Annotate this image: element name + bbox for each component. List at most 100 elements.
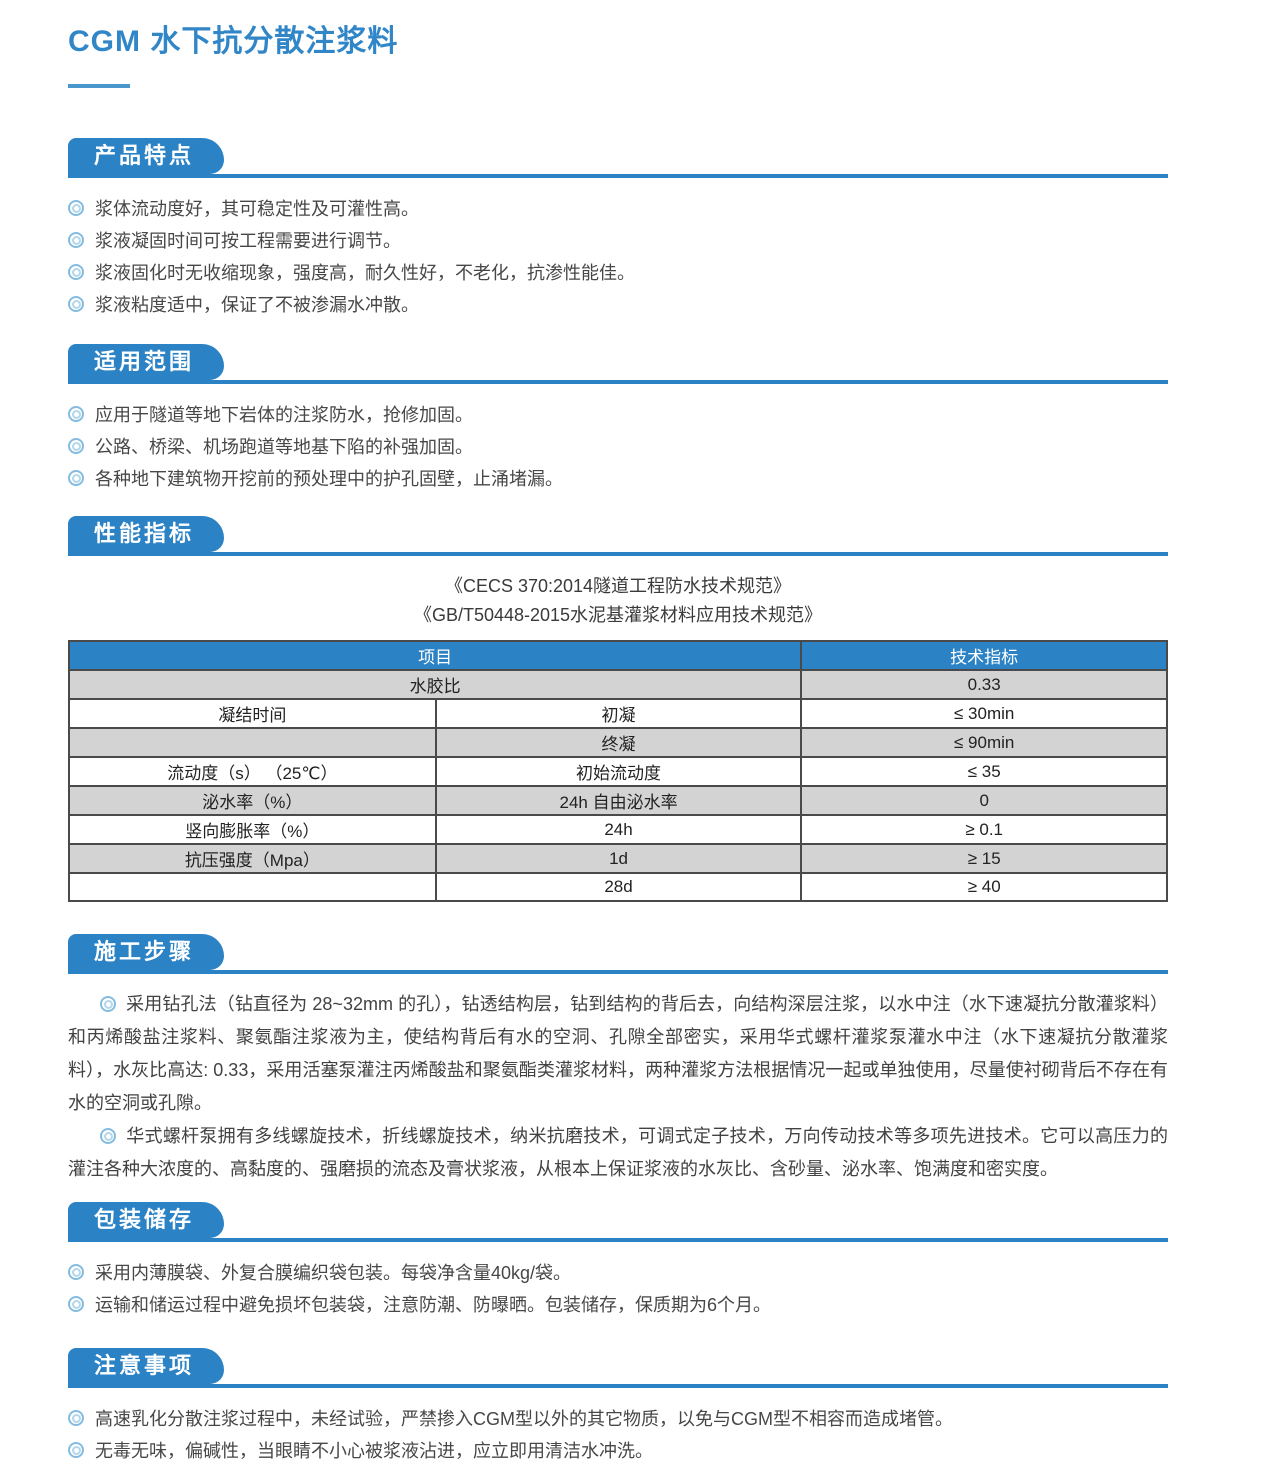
table-header-value: 技术指标	[800, 640, 1168, 671]
features-list: 浆体流动度好，其可稳定性及可灌性高。 浆液凝固时间可按工程需要进行调节。 浆液固…	[68, 178, 1168, 320]
datasheet-page: CGM 水下抗分散注浆料 产品特点 浆体流动度好，其可稳定性及可灌性高。 浆液凝…	[67, 0, 1168, 1466]
table-cell: 泌水率（%）	[68, 785, 437, 816]
list-item: 浆液凝固时间可按工程需要进行调节。	[68, 224, 1168, 256]
table-row: 水胶比 0.33	[67, 669, 1168, 700]
section-badge-features: 产品特点	[68, 138, 225, 174]
table-cell: 终凝	[434, 727, 803, 758]
table-row: 终凝 ≤ 90min	[68, 727, 1168, 758]
bullseye-icon	[68, 264, 84, 280]
section-precautions: 注意事项 高速乳化分散注浆过程中，未经试验，严禁掺入CGM型以外的其它物质，以免…	[68, 1348, 1168, 1466]
table-cell	[68, 727, 437, 758]
list-item-text: 各种地下建筑物开挖前的预处理中的护孔固壁，止涌堵漏。	[95, 469, 563, 489]
list-item: 公路、桥梁、机场跑道等地基下陷的补强加固。	[68, 430, 1168, 462]
section-packaging: 包装储存 采用内薄膜袋、外复合膜编织袋包装。每袋净含量40kg/袋。 运输和储运…	[68, 1202, 1168, 1320]
section-badge-packaging: 包装储存	[68, 1202, 225, 1238]
table-cell: ≥ 0.1	[800, 814, 1168, 845]
table-header-row: 项目 技术指标	[67, 640, 1168, 671]
table-cell: 24h	[434, 814, 803, 845]
precautions-list: 高速乳化分散注浆过程中，未经试验，严禁掺入CGM型以外的其它物质，以免与CGM型…	[68, 1388, 1168, 1466]
table-cell	[68, 872, 437, 902]
paragraph-text: 华式螺杆泵拥有多线螺旋技术，折线螺旋技术，纳米抗磨技术，可调式定子技术，万向传动…	[68, 1126, 1168, 1179]
table-row: 泌水率（%） 24h 自由泌水率 0	[68, 785, 1168, 816]
table-cell: ≤ 35	[800, 756, 1168, 787]
section-badge-scope: 适用范围	[68, 344, 225, 380]
bullseye-icon	[68, 232, 84, 248]
bullseye-icon	[68, 470, 84, 486]
construction-paragraphs: 采用钻孔法（钻直径为 28~32mm 的孔），钻透结构层，钻到结构的背后去，向结…	[68, 988, 1168, 1186]
list-item: 浆液粘度适中，保证了不被渗漏水冲散。	[68, 288, 1168, 320]
section-scope: 适用范围 应用于隧道等地下岩体的注浆防水，抢修加固。 公路、桥梁、机场跑道等地基…	[68, 344, 1168, 494]
list-item-text: 浆体流动度好，其可稳定性及可灌性高。	[95, 199, 419, 219]
section-head-packaging: 包装储存	[68, 1202, 1168, 1242]
table-header-item: 项目	[67, 640, 803, 671]
bullseye-icon	[68, 406, 84, 422]
section-badge-construction: 施工步骤	[68, 934, 225, 970]
section-head-features: 产品特点	[68, 138, 1168, 178]
list-item: 浆液固化时无收缩现象，强度高，耐久性好，不老化，抗渗性能佳。	[68, 256, 1168, 288]
bullseye-icon	[68, 1410, 84, 1426]
table-cell: ≤ 90min	[800, 727, 1168, 758]
standards-references: 《CECS 370:2014隧道工程防水技术规范》 《GB/T50448-201…	[68, 572, 1168, 630]
table-cell: 24h 自由泌水率	[434, 785, 803, 816]
table-row: 抗压强度（Mpa） 1d ≥ 15	[68, 843, 1168, 874]
standard-line: 《CECS 370:2014隧道工程防水技术规范》	[444, 576, 792, 596]
table-cell: ≤ 30min	[800, 698, 1168, 729]
bullseye-icon	[68, 200, 84, 216]
packaging-list: 采用内薄膜袋、外复合膜编织袋包装。每袋净含量40kg/袋。 运输和储运过程中避免…	[68, 1242, 1168, 1320]
table-cell: 抗压强度（Mpa）	[68, 843, 437, 874]
table-cell: 1d	[434, 843, 803, 874]
table-cell: 凝结时间	[68, 698, 437, 729]
standard-line: 《GB/T50448-2015水泥基灌浆材料应用技术规范》	[413, 605, 823, 625]
section-performance: 性能指标 《CECS 370:2014隧道工程防水技术规范》 《GB/T5044…	[67, 516, 1168, 902]
table-cell: 28d	[434, 872, 803, 902]
bullseye-icon	[68, 1264, 84, 1280]
section-construction: 施工步骤 采用钻孔法（钻直径为 28~32mm 的孔），钻透结构层，钻到结构的背…	[68, 934, 1168, 1186]
table-cell: ≥ 40	[800, 872, 1168, 902]
section-head-scope: 适用范围	[68, 344, 1168, 384]
table-cell: 水胶比	[67, 669, 803, 700]
list-item-text: 采用内薄膜袋、外复合膜编织袋包装。每袋净含量40kg/袋。	[95, 1263, 572, 1283]
paragraph: 华式螺杆泵拥有多线螺旋技术，折线螺旋技术，纳米抗磨技术，可调式定子技术，万向传动…	[68, 1120, 1168, 1186]
section-features: 产品特点 浆体流动度好，其可稳定性及可灌性高。 浆液凝固时间可按工程需要进行调节…	[68, 138, 1168, 320]
section-head-construction: 施工步骤	[68, 934, 1168, 974]
list-item: 各种地下建筑物开挖前的预处理中的护孔固壁，止涌堵漏。	[68, 462, 1168, 494]
page-title: CGM 水下抗分散注浆料	[68, 25, 399, 58]
list-item-text: 高速乳化分散注浆过程中，未经试验，严禁掺入CGM型以外的其它物质，以免与CGM型…	[95, 1409, 953, 1429]
bullseye-icon	[100, 996, 116, 1012]
performance-table: 项目 技术指标 水胶比 0.33 凝结时间 初凝 ≤ 30min 终凝 ≤ 90…	[67, 640, 1168, 902]
list-item: 无毒无味，偏碱性，当眼睛不小心被浆液沾进，应立即用清洁水冲洗。	[68, 1434, 1168, 1466]
section-badge-precautions: 注意事项	[68, 1348, 225, 1384]
paragraph-text: 采用钻孔法（钻直径为 28~32mm 的孔），钻透结构层，钻到结构的背后去，向结…	[68, 994, 1168, 1113]
title-underline	[68, 84, 130, 88]
list-item-text: 浆液粘度适中，保证了不被渗漏水冲散。	[95, 295, 419, 315]
table-cell: 0	[800, 785, 1168, 816]
table-cell: ≥ 15	[800, 843, 1168, 874]
list-item-text: 运输和储运过程中避免损坏包装袋，注意防潮、防曝晒。包装储存，保质期为6个月。	[95, 1295, 772, 1315]
bullseye-icon	[68, 296, 84, 312]
bullseye-icon	[100, 1128, 116, 1144]
table-row: 竖向膨胀率（%） 24h ≥ 0.1	[68, 814, 1168, 845]
section-head-performance: 性能指标	[68, 516, 1168, 556]
list-item: 采用内薄膜袋、外复合膜编织袋包装。每袋净含量40kg/袋。	[68, 1256, 1168, 1288]
table-cell: 竖向膨胀率（%）	[68, 814, 437, 845]
table-cell: 初凝	[434, 698, 803, 729]
table-row: 流动度（s） （25℃） 初始流动度 ≤ 35	[68, 756, 1168, 787]
table-cell: 初始流动度	[434, 756, 803, 787]
list-item-text: 公路、桥梁、机场跑道等地基下陷的补强加固。	[95, 437, 473, 457]
list-item: 运输和储运过程中避免损坏包装袋，注意防潮、防曝晒。包装储存，保质期为6个月。	[68, 1288, 1168, 1320]
scope-list: 应用于隧道等地下岩体的注浆防水，抢修加固。 公路、桥梁、机场跑道等地基下陷的补强…	[68, 384, 1168, 494]
list-item-text: 应用于隧道等地下岩体的注浆防水，抢修加固。	[95, 405, 473, 425]
table-row: 凝结时间 初凝 ≤ 30min	[68, 698, 1168, 729]
list-item-text: 无毒无味，偏碱性，当眼睛不小心被浆液沾进，应立即用清洁水冲洗。	[95, 1441, 653, 1461]
section-head-precautions: 注意事项	[68, 1348, 1168, 1388]
list-item: 高速乳化分散注浆过程中，未经试验，严禁掺入CGM型以外的其它物质，以免与CGM型…	[68, 1402, 1168, 1434]
table-cell: 0.33	[800, 669, 1168, 700]
list-item: 应用于隧道等地下岩体的注浆防水，抢修加固。	[68, 398, 1168, 430]
paragraph: 采用钻孔法（钻直径为 28~32mm 的孔），钻透结构层，钻到结构的背后去，向结…	[68, 988, 1168, 1120]
table-cell: 流动度（s） （25℃）	[68, 756, 437, 787]
bullseye-icon	[68, 1442, 84, 1458]
bullseye-icon	[68, 438, 84, 454]
list-item-text: 浆液凝固时间可按工程需要进行调节。	[95, 231, 401, 251]
section-badge-performance: 性能指标	[68, 516, 225, 552]
list-item: 浆体流动度好，其可稳定性及可灌性高。	[68, 192, 1168, 224]
